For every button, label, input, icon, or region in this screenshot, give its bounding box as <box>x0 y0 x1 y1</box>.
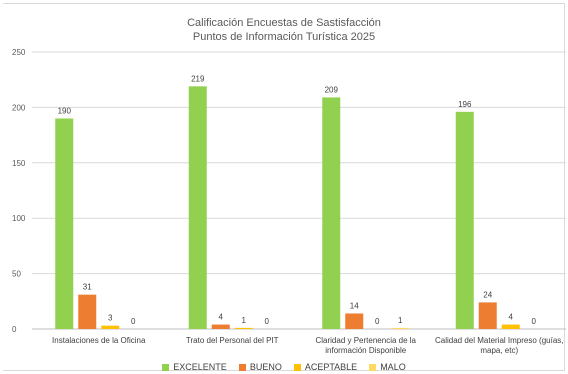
bar-excelente <box>322 97 341 329</box>
y-tick-label: 200 <box>12 103 26 112</box>
data-label: 209 <box>325 85 339 94</box>
legend-item: EXCELENTE <box>162 362 227 372</box>
category-label: mapa, etc) <box>480 346 518 355</box>
data-label: 24 <box>483 290 492 299</box>
data-label: 1 <box>398 316 403 325</box>
category-label: Trato del Personal del PIT <box>186 336 279 345</box>
bar-aceptable <box>234 327 253 329</box>
bar-bueno <box>345 313 364 329</box>
data-label: 0 <box>131 317 136 326</box>
data-label: 190 <box>58 106 72 115</box>
legend-label: ACEPTABLE <box>304 362 358 372</box>
data-label: 3 <box>108 314 113 323</box>
chart-title: Calificación Encuestas de Sastisfacción <box>187 17 381 29</box>
data-label: 219 <box>191 74 205 83</box>
data-label: 0 <box>265 317 270 326</box>
data-label: 196 <box>458 100 472 109</box>
data-label: 14 <box>350 301 359 310</box>
legend-item: BUENO <box>238 362 282 372</box>
category-label: Claridad y Pertenencia de la <box>315 336 416 345</box>
data-label: 1 <box>242 316 247 325</box>
bar-excelente <box>188 86 207 330</box>
bar-aceptable <box>101 325 120 329</box>
bar-bueno <box>78 294 97 329</box>
legend-item: MALO <box>369 362 406 372</box>
bar-excelente <box>455 111 474 329</box>
chart-legend: EXCELENTE BUENO ACEPTABLE MALO <box>0 362 568 373</box>
legend-swatch <box>162 363 170 371</box>
bar-excelente <box>55 118 74 329</box>
data-label: 31 <box>83 283 92 292</box>
data-label: 0 <box>375 317 380 326</box>
chart-subtitle: Puntos de Información Turística 2025 <box>192 31 376 43</box>
data-label: 4 <box>509 313 514 322</box>
category-label: información Disponible <box>325 346 406 355</box>
bar-aceptable <box>501 324 520 329</box>
legend-label: EXCELENTE <box>173 362 227 372</box>
legend-swatch <box>369 363 377 371</box>
chart-frame <box>3 3 565 371</box>
bar-malo <box>391 327 410 329</box>
legend-swatch <box>293 363 301 371</box>
legend-item: ACEPTABLE <box>293 362 358 372</box>
y-tick-label: 100 <box>12 214 26 223</box>
y-tick-label: 250 <box>12 48 26 57</box>
y-tick-label: 150 <box>12 159 26 168</box>
legend-swatch <box>238 363 246 371</box>
data-label: 4 <box>219 313 224 322</box>
legend-label: MALO <box>380 362 406 372</box>
y-tick-label: 50 <box>12 270 21 279</box>
legend-label: BUENO <box>249 362 282 372</box>
data-label: 0 <box>532 317 537 326</box>
category-label: Calidad del Material Impreso (guías, <box>435 336 564 345</box>
category-label: Instalaciones de la Oficina <box>52 336 146 345</box>
bar-bueno <box>478 302 497 329</box>
y-tick-label: 0 <box>12 325 17 334</box>
bar-bueno <box>211 324 230 329</box>
